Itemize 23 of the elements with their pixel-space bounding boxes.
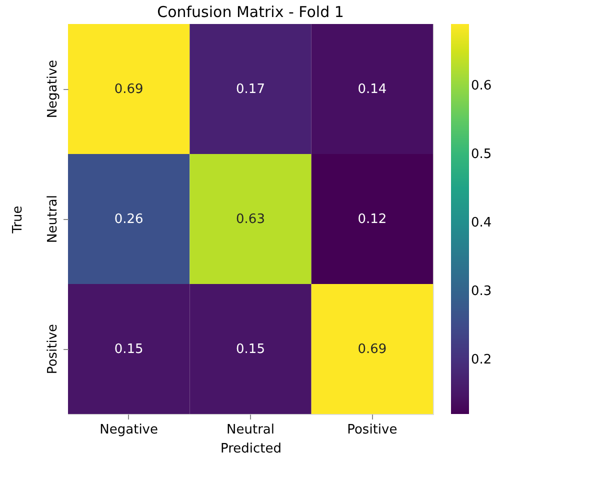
y-tick-label: Positive — [46, 324, 60, 374]
data-label: 0.69 — [358, 342, 387, 357]
data-label: 0.15 — [114, 342, 144, 357]
x-tick-label: Neutral — [226, 422, 274, 438]
color-bar-label: 0.5 — [471, 147, 492, 162]
color-bar-label: 0.2 — [471, 352, 492, 368]
data-label: 0.15 — [236, 342, 265, 357]
y-tick-label: Negative — [46, 60, 60, 118]
y-axis-title: True — [10, 206, 26, 234]
x-tick-label: Positive — [347, 422, 398, 438]
data-label: 0.12 — [358, 212, 387, 227]
data-label: 0.17 — [236, 82, 265, 97]
data-label: 0.26 — [114, 212, 144, 227]
data-label: 0.69 — [114, 82, 144, 97]
color-bar-label: 0.3 — [471, 284, 492, 299]
y-tick-label: Neutral — [46, 195, 60, 243]
chart-title: Confusion Matrix - Fold 1 — [157, 3, 344, 21]
data-label: 0.14 — [358, 82, 387, 97]
x-tick-label: Negative — [100, 422, 158, 438]
color-bar-label: 0.4 — [471, 215, 492, 230]
color-bar-label: 0.6 — [471, 78, 492, 94]
data-label: 0.63 — [236, 212, 265, 227]
x-axis-title: Predicted — [220, 442, 282, 456]
